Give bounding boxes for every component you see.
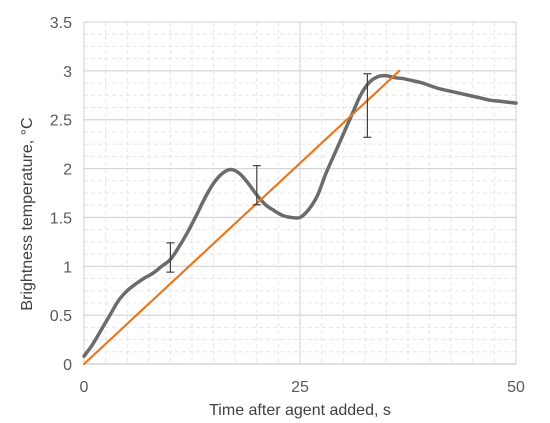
y-tick-label: 3 (63, 64, 72, 81)
axes (83, 22, 516, 365)
series-layer (82, 69, 518, 366)
y-tick-label: 1 (63, 259, 72, 276)
y-tick-label: 2.5 (50, 113, 72, 130)
x-tick-label: 50 (507, 379, 525, 396)
y-axis-label: Brightness temperature, °C (19, 117, 36, 310)
tick-labels: 0 0.5 1 1.5 2 2.5 3 3.5 0 25 50 (50, 15, 525, 396)
y-tick-label: 0 (63, 357, 72, 374)
grid (84, 21, 517, 365)
y-tick-label: 1.5 (50, 210, 72, 227)
x-tick-label: 0 (80, 379, 89, 396)
error-bars (166, 73, 372, 273)
y-tick-label: 0.5 (50, 308, 72, 325)
y-tick-label: 2 (63, 162, 72, 179)
y-tick-label: 3.5 (50, 15, 72, 32)
x-axis-label: Time after agent added, s (209, 402, 391, 419)
series-line-gray (82, 73, 518, 358)
series-line-orange (82, 69, 401, 366)
x-tick-label: 25 (291, 379, 309, 396)
